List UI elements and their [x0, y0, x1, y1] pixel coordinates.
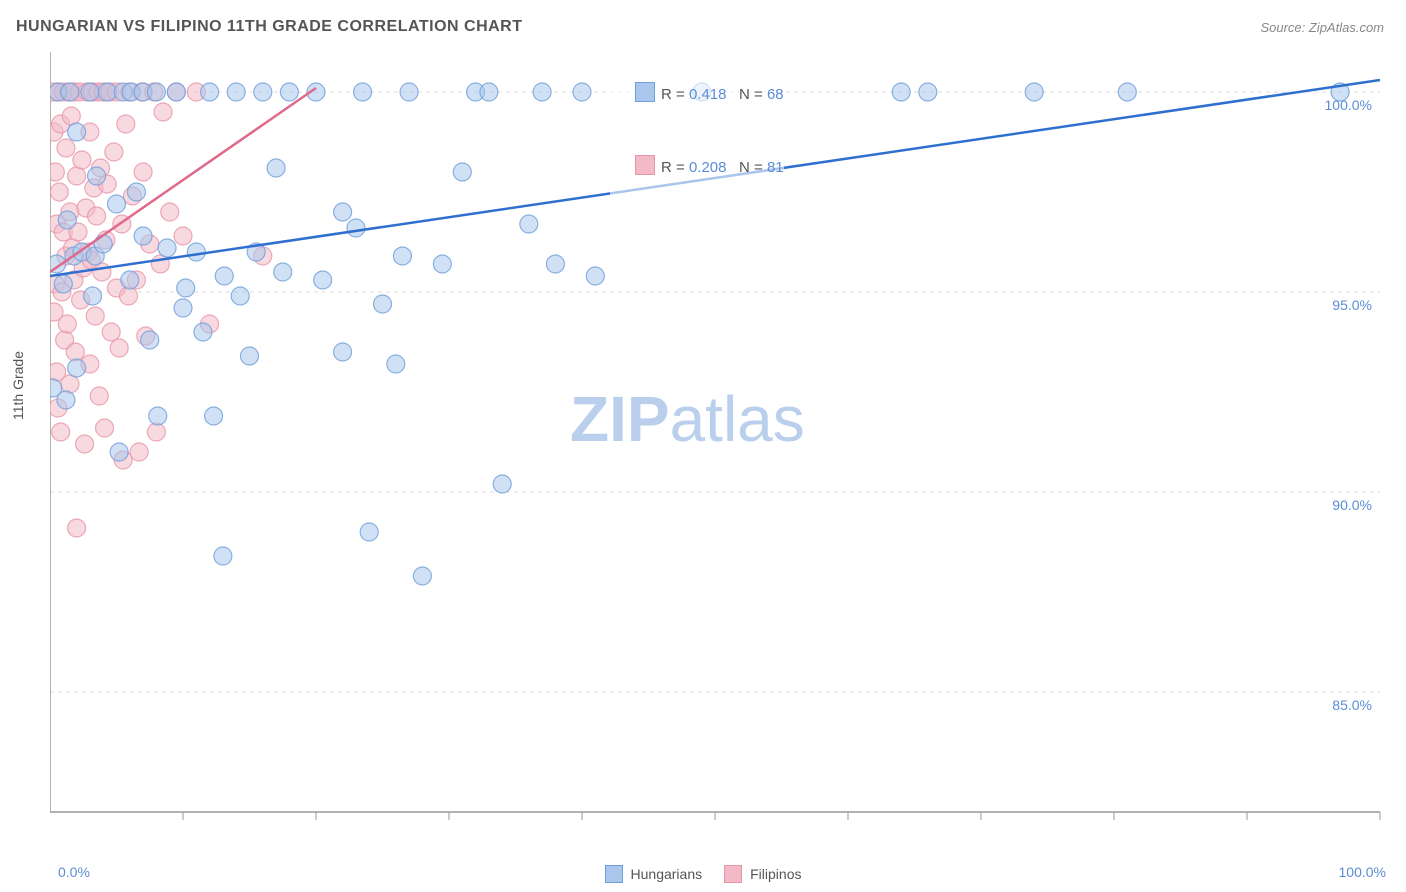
svg-text:95.0%: 95.0% [1332, 297, 1372, 313]
stat-n-hungarians: 68 [767, 86, 784, 103]
legend-label-hungarians: Hungarians [631, 866, 703, 882]
x-axis-start-label: 0.0% [58, 864, 90, 880]
x-axis-legend-row: 0.0% Hungarians Filipinos 100.0% [0, 856, 1406, 892]
svg-text:85.0%: 85.0% [1332, 697, 1372, 713]
legend-swatch-filipinos [724, 865, 742, 883]
plot-area: 85.0%90.0%95.0%100.0% ZIPatlas R = 0.418… [50, 52, 1390, 822]
x-axis-end-label: 100.0% [1339, 864, 1386, 880]
y-axis-label: 11th Grade [10, 351, 26, 420]
svg-text:90.0%: 90.0% [1332, 497, 1372, 513]
legend-item-filipinos: Filipinos [724, 865, 801, 883]
svg-text:100.0%: 100.0% [1325, 97, 1372, 113]
legend-item-hungarians: Hungarians [605, 865, 703, 883]
legend-swatch-hungarians [605, 865, 623, 883]
swatch-hungarians [635, 82, 655, 102]
stat-n-filipinos: 81 [767, 159, 784, 176]
stats-row-hungarians: R = 0.418 N = 68 [610, 58, 784, 131]
stat-r-hungarians: 0.418 [689, 86, 727, 103]
stats-row-filipinos: R = 0.208 N = 81 [610, 131, 784, 204]
stat-r-filipinos: 0.208 [689, 159, 727, 176]
swatch-filipinos [635, 155, 655, 175]
legend-label-filipinos: Filipinos [750, 866, 801, 882]
chart-title: HUNGARIAN VS FILIPINO 11TH GRADE CORRELA… [16, 18, 523, 36]
stats-box: R = 0.418 N = 68 R = 0.208 N = 81 [610, 58, 784, 204]
source-label: Source: ZipAtlas.com [1260, 20, 1384, 35]
